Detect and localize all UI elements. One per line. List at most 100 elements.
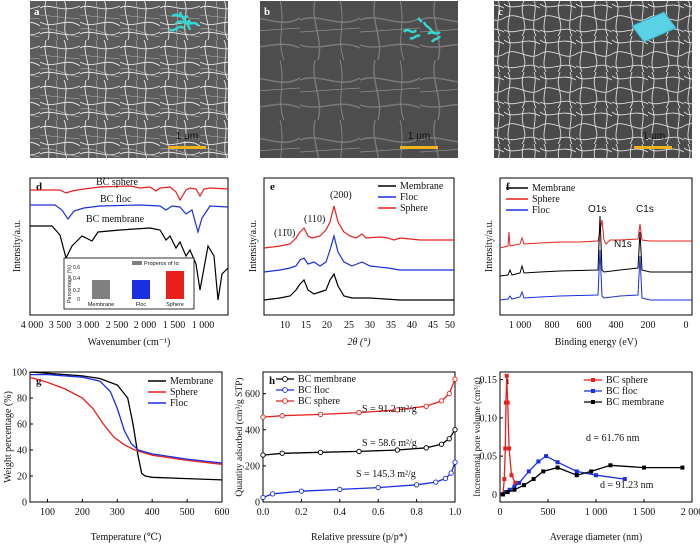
inset-xtick-sphere: Sphere bbox=[166, 302, 184, 308]
legend-marker-bc-membrane-i bbox=[591, 400, 595, 404]
data-point-bc-membrane bbox=[446, 436, 452, 442]
legend-marker-bc-floc-i bbox=[591, 389, 595, 393]
data-point-bc-floc bbox=[433, 479, 439, 485]
legend-label-bc-membrane-h: BC membrane bbox=[298, 374, 357, 385]
data-point-bc-sphere bbox=[505, 400, 510, 405]
sem-panel-b: b 1 μm bbox=[260, 1, 458, 158]
data-point-bc-sphere bbox=[394, 407, 401, 413]
legend-label-sphere: Sphere bbox=[400, 203, 428, 214]
scale-bar-a bbox=[168, 146, 206, 149]
x-tick-label: 500 bbox=[541, 507, 556, 518]
legend-g: Membrane Sphere Floc bbox=[148, 376, 214, 409]
series-line-sphere bbox=[29, 376, 223, 465]
annotation-s-sphere: S = 91.2 m²/g bbox=[362, 404, 417, 415]
data-point-bc-membrane bbox=[279, 450, 285, 456]
x-tick-label: 1 000 bbox=[585, 507, 608, 518]
fiber-schematic-icon bbox=[169, 11, 200, 32]
peak-label-c1s: C1s bbox=[636, 204, 654, 215]
xtick-e-3: 25 bbox=[344, 320, 354, 331]
pattern-sphere bbox=[263, 205, 454, 249]
legend-label-membrane-f: Membrane bbox=[532, 183, 576, 194]
y-tick-label: 60 bbox=[17, 420, 27, 431]
xlabel-d: Wavenumber (cm⁻¹) bbox=[88, 337, 171, 348]
series-label-bc-membrane: BC membrane bbox=[86, 214, 145, 225]
data-point-bc-floc bbox=[269, 491, 276, 497]
inset-ylabel: Percentage (%) bbox=[67, 265, 73, 303]
sem-image-b bbox=[260, 1, 458, 158]
inset-bar-membrane bbox=[92, 280, 110, 299]
annotation-d-membrane: d = 91.23 nm bbox=[600, 480, 654, 491]
xtick-d-2: 3 000 bbox=[77, 320, 100, 331]
y-tick-label: 400 bbox=[245, 425, 260, 436]
data-point-bc-floc bbox=[512, 484, 517, 489]
series-line-bc-sphere bbox=[502, 375, 516, 495]
data-point-bc-floc bbox=[555, 460, 560, 465]
x-tick-label: 1 500 bbox=[633, 507, 656, 518]
data-point-bc-floc bbox=[526, 469, 531, 474]
scale-bar-c bbox=[634, 146, 672, 149]
xtick-f-2: 600 bbox=[577, 320, 592, 331]
data-point-bc-membrane bbox=[680, 465, 685, 470]
peak-label-110: (110) bbox=[304, 214, 325, 225]
legend-label-membrane-g: Membrane bbox=[170, 376, 214, 387]
xtick-e-2: 20 bbox=[322, 320, 332, 331]
inset-ytick-0: 0 bbox=[77, 297, 80, 303]
data-point-bc-floc bbox=[413, 482, 420, 488]
xtick-e-5: 35 bbox=[386, 320, 396, 331]
legend-marker-bc-membrane-h bbox=[282, 376, 288, 382]
x-tick-label: 2 000 bbox=[681, 507, 700, 518]
inset-ytick-2: 0.4 bbox=[73, 276, 80, 282]
legend-label-floc-g: Floc bbox=[170, 398, 188, 409]
xtick-d-3: 2 500 bbox=[106, 320, 129, 331]
series-label-bc-sphere: BC sphere bbox=[96, 177, 139, 188]
x-tick-label: 300 bbox=[110, 507, 125, 518]
legend-i: BC sphere BC floc BC membrane bbox=[584, 375, 665, 408]
xtick-d-0: 4 000 bbox=[21, 320, 44, 331]
chart-panel-g: g 100 200 300 400 500 600 0 20 40 60 80 100 Membran… bbox=[3, 368, 230, 544]
ylabel-g: Weight percentage (%) bbox=[3, 391, 14, 483]
data-point-bc-sphere bbox=[356, 409, 362, 416]
y-tick-label: 0.05 bbox=[480, 452, 498, 463]
survey-membrane bbox=[499, 215, 692, 277]
chart-panel-e: e (11̄0) (110) (200) Membrane Floc Spher… bbox=[248, 177, 455, 348]
data-point-bc-membrane bbox=[512, 487, 517, 492]
legend-label-bc-sphere-h: BC sphere bbox=[298, 396, 341, 407]
xtick-d-5: 1 500 bbox=[163, 320, 186, 331]
spectrum-bc-sphere bbox=[30, 185, 229, 202]
xtick-e-4: 30 bbox=[365, 320, 375, 331]
survey-floc bbox=[499, 249, 692, 301]
data-point-bc-membrane bbox=[260, 452, 266, 458]
pattern-membrane bbox=[263, 272, 454, 301]
y-tick-label: 40 bbox=[17, 446, 27, 457]
x-tick-label: 0.4 bbox=[334, 507, 347, 518]
spectrum-bc-floc bbox=[30, 204, 229, 235]
plot-area-i: 0 500 1 000 1 500 2 000 0 0.05 0.10 0.15 bbox=[480, 373, 700, 518]
peak-label-n1s: N1s bbox=[614, 239, 632, 250]
y-tick-label: 0 bbox=[22, 498, 27, 509]
xtick-d-4: 2 000 bbox=[134, 320, 157, 331]
x-tick-label: 600 bbox=[215, 507, 230, 518]
y-tick-label: 0.15 bbox=[480, 375, 498, 386]
data-point-bc-sphere bbox=[513, 480, 518, 485]
x-tick-label: 500 bbox=[180, 507, 195, 518]
data-point-bc-floc bbox=[507, 487, 512, 492]
sheet-schematic-icon bbox=[631, 11, 677, 43]
series-line-floc bbox=[30, 373, 223, 464]
legend-label-bc-floc-h: BC floc bbox=[298, 385, 330, 396]
x-tick-label: 1.0 bbox=[449, 507, 462, 518]
data-point-bc-sphere bbox=[502, 477, 507, 482]
panel-letter-a: a bbox=[34, 6, 40, 18]
chart-frame-d bbox=[29, 177, 229, 316]
data-point-bc-membrane bbox=[356, 448, 362, 455]
data-point-bc-membrane bbox=[438, 441, 445, 447]
xtick-f-0: 1 000 bbox=[509, 320, 532, 331]
inset-xtick-membrane: Membrane bbox=[88, 302, 114, 308]
x-tick-label: 100 bbox=[40, 507, 55, 518]
data-point-bc-floc bbox=[448, 470, 454, 476]
legend-h: BC membrane BC floc BC sphere bbox=[276, 374, 357, 407]
peak-label-1-10: (11̄0) bbox=[274, 228, 295, 239]
data-point-bc-sphere bbox=[423, 403, 429, 409]
data-point-bc-floc bbox=[594, 473, 598, 478]
y-tick-label: 0 bbox=[492, 490, 497, 501]
